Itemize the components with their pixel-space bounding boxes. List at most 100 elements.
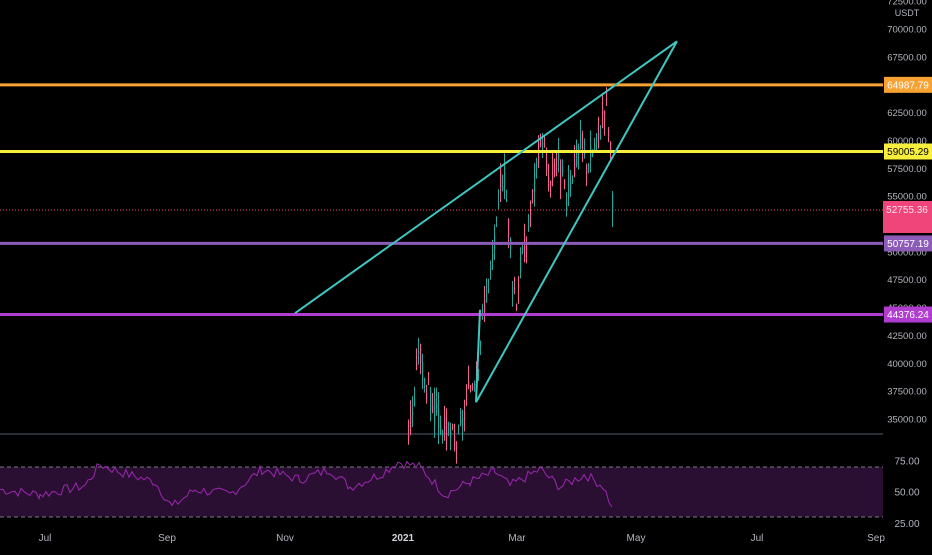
price-tick-label: 60000.00 [887, 136, 927, 147]
current-price-badge [883, 201, 932, 233]
level-label-badge [884, 76, 932, 93]
candle [414, 386, 416, 407]
candle [514, 276, 516, 295]
price-tick-label: 72500.00 [887, 0, 927, 8]
price-tick-label: 57500.00 [887, 164, 927, 175]
level-label-value: 59005.29 [887, 147, 929, 158]
candle [488, 278, 490, 294]
candle [534, 163, 536, 207]
candle [600, 125, 602, 140]
rsi-tick-label: 25.00 [894, 519, 919, 530]
current-price-label: 52755.36 [883, 201, 932, 233]
candle [490, 260, 492, 280]
level-label-value: 50757.19 [887, 239, 929, 250]
candle [502, 174, 504, 192]
candle [452, 423, 454, 431]
candle [408, 419, 410, 445]
candle [474, 380, 476, 392]
candle [544, 135, 546, 148]
candle [416, 348, 418, 371]
candle [556, 152, 558, 177]
candle [554, 158, 556, 178]
candle [520, 247, 522, 279]
wedge-upper-line[interactable] [294, 40, 678, 314]
rsi-line [0, 460, 613, 508]
candle [478, 368, 480, 381]
candle [504, 153, 506, 200]
price-axis[interactable]: USDT 72500.00 70000.00 67500.00 62500.00 600… [883, 0, 932, 434]
candle [432, 392, 434, 414]
candle [608, 126, 610, 143]
rising-wedge[interactable] [294, 40, 678, 403]
candle [424, 377, 426, 393]
rsi-band-fill [0, 467, 883, 517]
candle [480, 340, 482, 356]
candle [552, 152, 554, 187]
candle [486, 278, 488, 303]
candle [464, 399, 466, 432]
price-tick-label: 37500.00 [887, 387, 927, 398]
candle [528, 213, 530, 232]
candle [588, 163, 590, 174]
candle [500, 163, 502, 203]
level-label-value: 44376.24 [887, 310, 929, 321]
candle [462, 409, 464, 441]
candle [410, 400, 412, 436]
time-axis-label: 2021 [392, 533, 415, 544]
candle [420, 343, 422, 375]
candle [532, 188, 534, 204]
candle [456, 441, 458, 464]
candle [422, 353, 424, 390]
rsi-pane [0, 460, 883, 518]
candle [460, 407, 462, 427]
candle [436, 387, 438, 416]
price-tick-label: 62500.00 [887, 108, 927, 119]
price-tick-label: 55000.00 [887, 192, 927, 203]
candle [548, 163, 550, 192]
candle [512, 281, 514, 307]
candle [526, 236, 528, 264]
candle [602, 92, 604, 129]
price-tick-label: 50000.00 [887, 247, 927, 258]
candle [580, 119, 582, 150]
time-axis[interactable]: Jul Sep Nov 2021 Mar May Jul Sep [39, 533, 886, 544]
candle [472, 383, 474, 391]
candle [516, 303, 518, 312]
time-axis-label: Jul [39, 533, 52, 544]
level-label-badge [884, 143, 932, 160]
candle [438, 392, 440, 445]
candle [576, 139, 578, 168]
horizontal-levels[interactable] [0, 83, 883, 317]
candle [570, 169, 572, 197]
wedge-lower-line[interactable] [475, 40, 678, 403]
candle [458, 424, 460, 435]
price-tick-label: 70000.00 [887, 25, 927, 36]
candle [568, 164, 570, 207]
wedge-start-segment[interactable] [475, 309, 481, 403]
time-axis-label: Sep [158, 533, 176, 544]
candle [434, 387, 436, 438]
candle [562, 159, 564, 177]
rsi-axis[interactable]: 75.00 50.00 25.00 [894, 456, 919, 530]
candle [444, 406, 446, 441]
candle [470, 385, 472, 393]
candle [482, 303, 484, 320]
price-tick-label: 35000.00 [887, 415, 927, 426]
time-axis-label: May [627, 533, 646, 544]
candle [442, 429, 444, 444]
candle [604, 110, 606, 136]
level-label-badge [884, 235, 932, 252]
candle [582, 130, 584, 163]
candle [450, 422, 452, 451]
candle [518, 275, 520, 304]
candle [522, 244, 524, 255]
candle [584, 138, 586, 159]
candle [572, 175, 574, 184]
candle [536, 157, 538, 179]
candle [560, 159, 562, 200]
price-axis-currency: USDT [895, 8, 920, 18]
time-axis-label: Sep [867, 533, 885, 544]
rsi-tick-label: 75.00 [894, 456, 919, 467]
